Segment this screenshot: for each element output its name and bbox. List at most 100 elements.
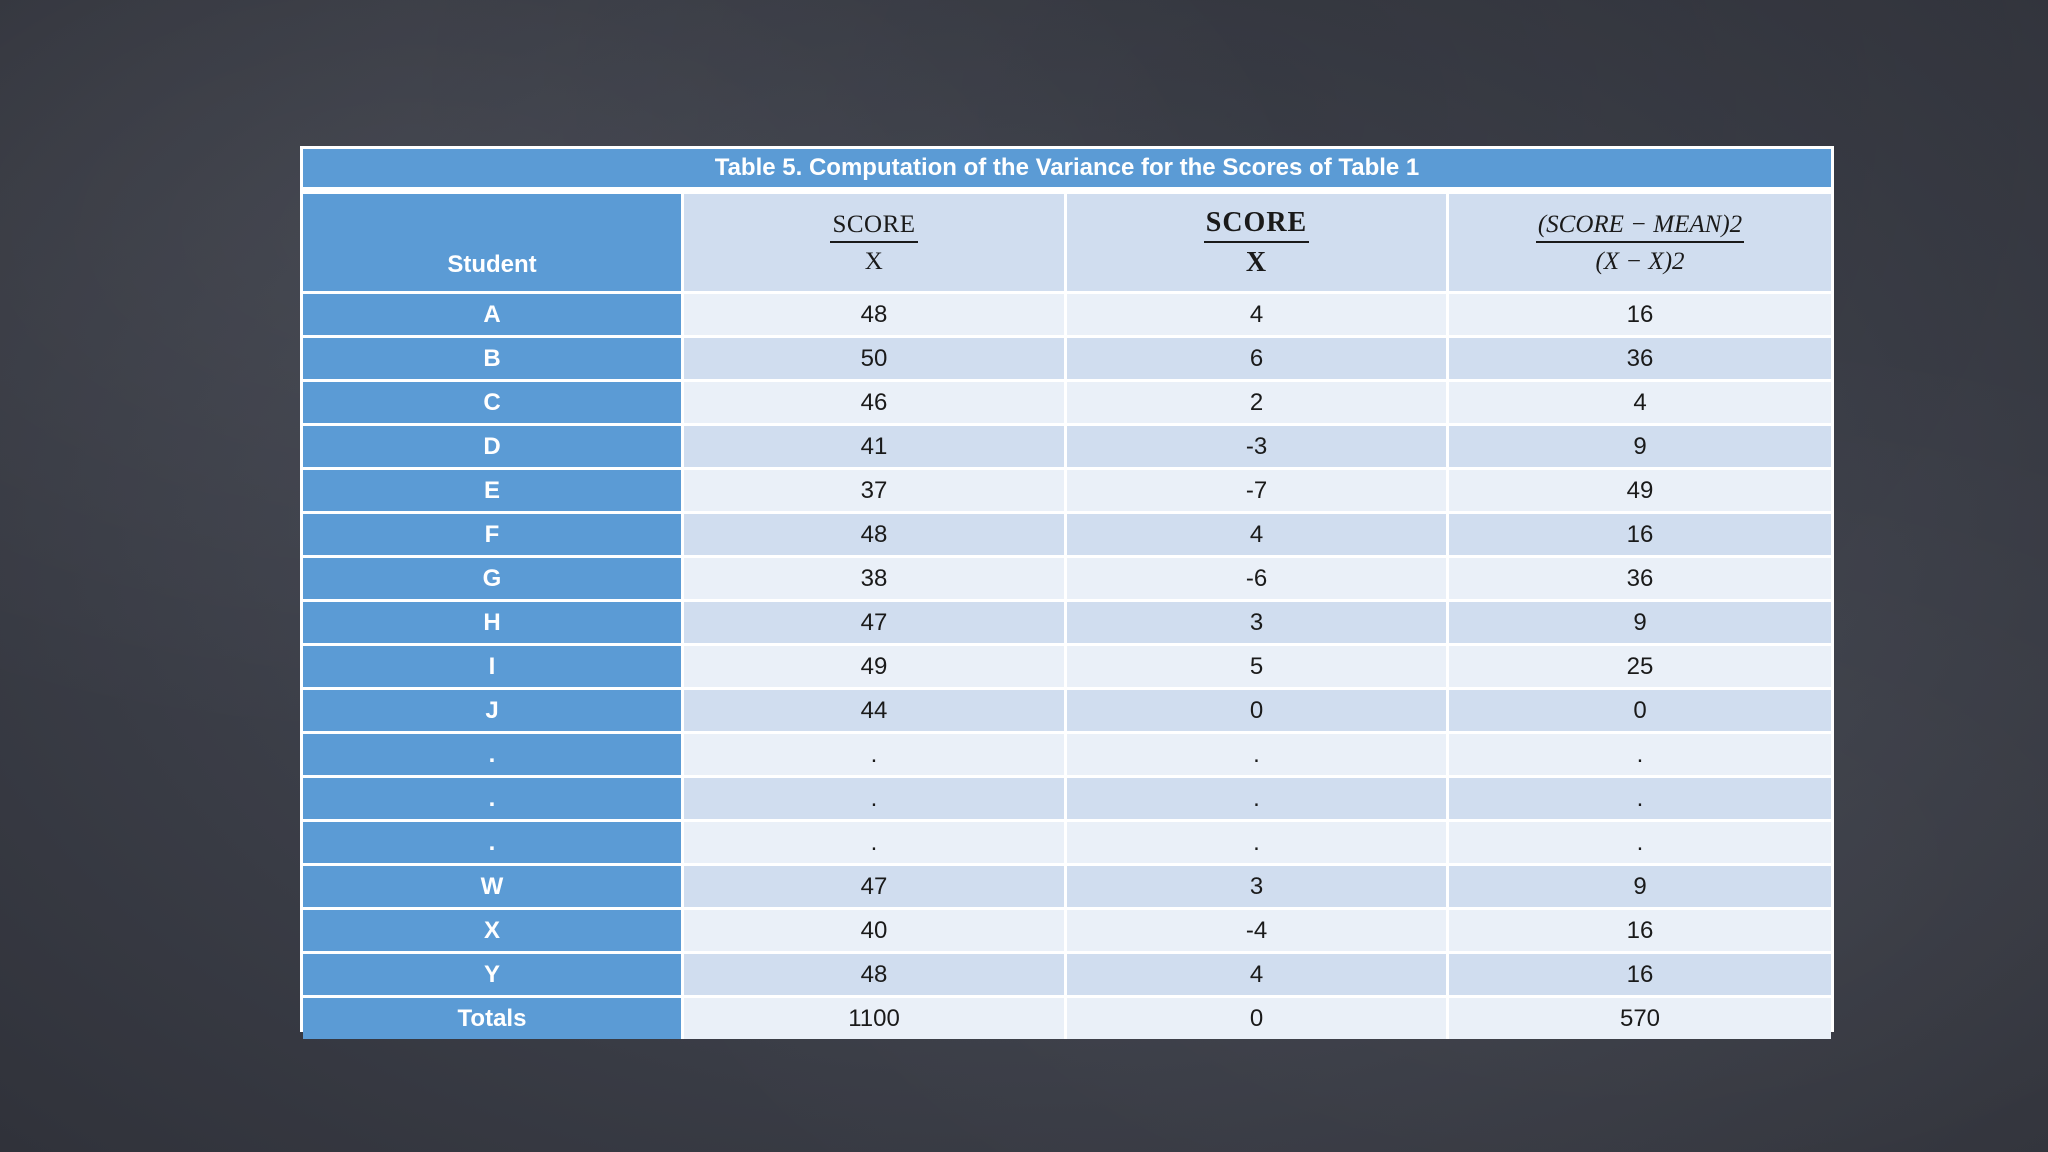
squared-deviation-fraction: (SCORE − MEAN)2 (X − X)2 xyxy=(1535,212,1745,275)
table-row: W 47 3 9 xyxy=(303,866,1831,910)
score-cell: 37 xyxy=(684,470,1067,514)
squared-deviation-cell: 36 xyxy=(1449,338,1831,382)
totals-label: Totals xyxy=(303,998,684,1039)
table-row: . . . . xyxy=(303,778,1831,822)
squared-deviation-cell: 16 xyxy=(1449,514,1831,558)
table-row: B 50 6 36 xyxy=(303,338,1831,382)
score-header-numerator: SCORE xyxy=(830,212,918,243)
score-cell: . xyxy=(684,822,1067,866)
table-title: Table 5. Computation of the Variance for… xyxy=(303,149,1831,187)
table-row: C 46 2 4 xyxy=(303,382,1831,426)
score-cell: 38 xyxy=(684,558,1067,602)
squared-deviation-cell: 25 xyxy=(1449,646,1831,690)
deviation-cell: . xyxy=(1067,822,1449,866)
score-total: 1100 xyxy=(684,998,1067,1039)
score-cell: 40 xyxy=(684,910,1067,954)
student-cell: D xyxy=(303,426,684,470)
squared-deviation-column-header: (SCORE − MEAN)2 (X − X)2 xyxy=(1449,194,1831,294)
table-grid: Student SCORE X SCORE X (SCORE − MEAN)2 xyxy=(303,194,1831,1039)
squared-deviation-cell: 4 xyxy=(1449,382,1831,426)
student-cell: A xyxy=(303,294,684,338)
deviation-cell: -7 xyxy=(1067,470,1449,514)
student-cell: G xyxy=(303,558,684,602)
table-row: F 48 4 16 xyxy=(303,514,1831,558)
score-column-header: SCORE X xyxy=(684,194,1067,294)
student-cell: B xyxy=(303,338,684,382)
student-cell: . xyxy=(303,822,684,866)
student-cell: Y xyxy=(303,954,684,998)
squared-deviation-header-denominator: (X − X)2 xyxy=(1595,248,1685,275)
student-cell: C xyxy=(303,382,684,426)
student-cell: H xyxy=(303,602,684,646)
student-column-header: Student xyxy=(303,194,684,294)
student-cell: I xyxy=(303,646,684,690)
squared-deviation-total: 570 xyxy=(1449,998,1831,1039)
score-cell: 48 xyxy=(684,294,1067,338)
deviation-fraction: SCORE X xyxy=(1203,208,1310,278)
squared-deviation-cell: . xyxy=(1449,778,1831,822)
student-cell: X xyxy=(303,910,684,954)
deviation-cell: . xyxy=(1067,734,1449,778)
score-cell: 48 xyxy=(684,514,1067,558)
totals-row: Totals 1100 0 570 xyxy=(303,998,1831,1039)
table-row: Y 48 4 16 xyxy=(303,954,1831,998)
score-cell: 41 xyxy=(684,426,1067,470)
deviation-cell: 4 xyxy=(1067,514,1449,558)
squared-deviation-cell: 9 xyxy=(1449,426,1831,470)
squared-deviation-cell: 16 xyxy=(1449,910,1831,954)
deviation-cell: 6 xyxy=(1067,338,1449,382)
squared-deviation-cell: . xyxy=(1449,822,1831,866)
deviation-total: 0 xyxy=(1067,998,1449,1039)
student-cell: J xyxy=(303,690,684,734)
deviation-cell: -6 xyxy=(1067,558,1449,602)
score-cell: 48 xyxy=(684,954,1067,998)
deviation-cell: 3 xyxy=(1067,866,1449,910)
table-row: D 41 -3 9 xyxy=(303,426,1831,470)
table-row: H 47 3 9 xyxy=(303,602,1831,646)
deviation-cell: 2 xyxy=(1067,382,1449,426)
squared-deviation-header-numerator: (SCORE − MEAN)2 xyxy=(1535,212,1745,243)
score-cell: 49 xyxy=(684,646,1067,690)
table-row: E 37 -7 49 xyxy=(303,470,1831,514)
deviation-header-denominator: X xyxy=(1245,246,1268,278)
score-cell: 44 xyxy=(684,690,1067,734)
score-cell: . xyxy=(684,734,1067,778)
deviation-cell: -4 xyxy=(1067,910,1449,954)
student-cell: . xyxy=(303,734,684,778)
squared-deviation-cell: 9 xyxy=(1449,602,1831,646)
deviation-cell: -3 xyxy=(1067,426,1449,470)
table-row: I 49 5 25 xyxy=(303,646,1831,690)
deviation-cell: 3 xyxy=(1067,602,1449,646)
score-cell: 47 xyxy=(684,602,1067,646)
variance-table: Table 5. Computation of the Variance for… xyxy=(300,146,1834,1039)
deviation-cell: 4 xyxy=(1067,294,1449,338)
score-fraction: SCORE X xyxy=(830,212,918,275)
deviation-column-header: SCORE X xyxy=(1067,194,1449,294)
score-cell: 50 xyxy=(684,338,1067,382)
squared-deviation-cell: 9 xyxy=(1449,866,1831,910)
score-cell: . xyxy=(684,778,1067,822)
squared-deviation-cell: . xyxy=(1449,734,1831,778)
squared-deviation-cell: 0 xyxy=(1449,690,1831,734)
table-row: J 44 0 0 xyxy=(303,690,1831,734)
student-cell: W xyxy=(303,866,684,910)
deviation-cell: . xyxy=(1067,778,1449,822)
student-cell: E xyxy=(303,470,684,514)
student-cell: F xyxy=(303,514,684,558)
deviation-cell: 5 xyxy=(1067,646,1449,690)
table-row: . . . . xyxy=(303,734,1831,778)
squared-deviation-cell: 36 xyxy=(1449,558,1831,602)
deviation-cell: 4 xyxy=(1067,954,1449,998)
squared-deviation-cell: 16 xyxy=(1449,954,1831,998)
squared-deviation-cell: 16 xyxy=(1449,294,1831,338)
deviation-cell: 0 xyxy=(1067,690,1449,734)
score-header-denominator: X xyxy=(864,248,884,275)
score-cell: 46 xyxy=(684,382,1067,426)
squared-deviation-cell: 49 xyxy=(1449,470,1831,514)
table-row: X 40 -4 16 xyxy=(303,910,1831,954)
table-row: G 38 -6 36 xyxy=(303,558,1831,602)
deviation-header-numerator: SCORE xyxy=(1203,208,1310,243)
table-row: A 48 4 16 xyxy=(303,294,1831,338)
student-cell: . xyxy=(303,778,684,822)
table-row: . . . . xyxy=(303,822,1831,866)
